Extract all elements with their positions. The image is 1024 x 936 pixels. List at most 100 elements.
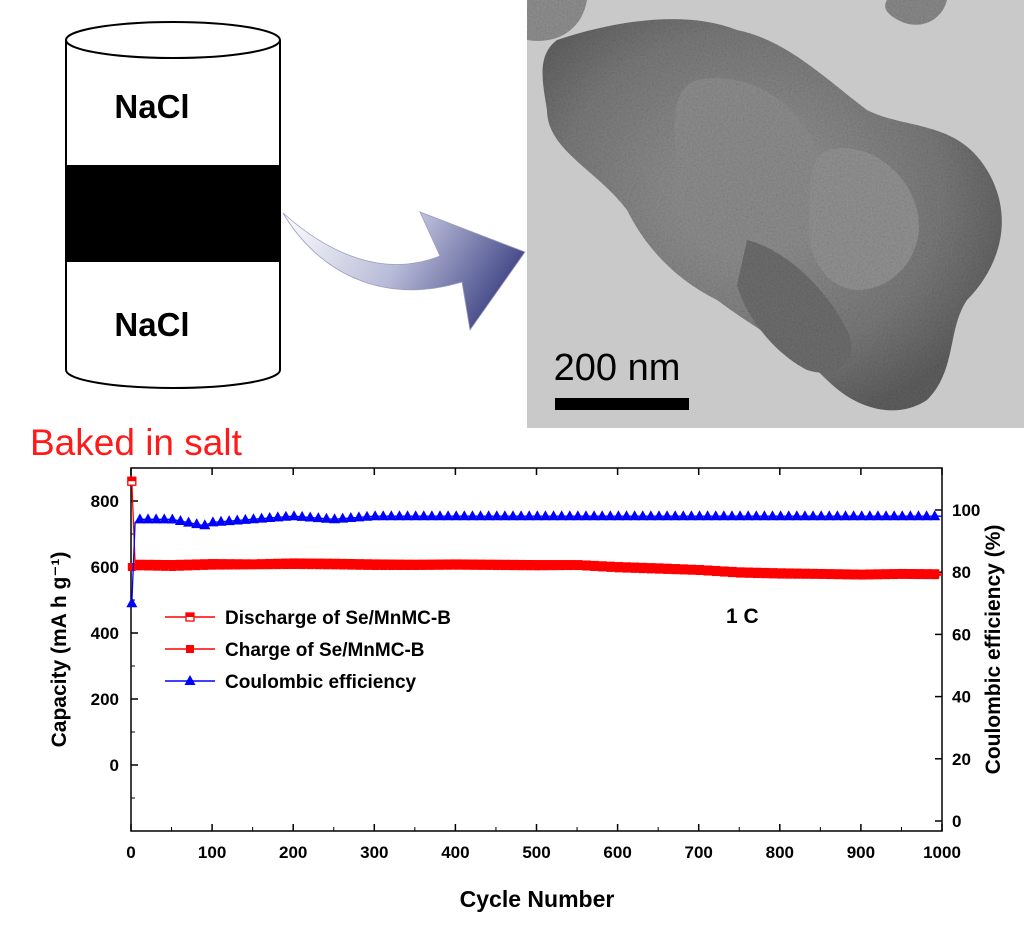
data-point: [833, 571, 842, 580]
data-point: [727, 569, 736, 578]
chart-legend: Discharge of Se/MnMC-B Charge of Se/MnMC-…: [165, 608, 451, 693]
data-point: [150, 513, 162, 524]
data-point: [361, 510, 373, 521]
data-point: [694, 510, 706, 521]
crucible-icon: [65, 21, 281, 389]
data-point: [864, 510, 876, 521]
data-point: [873, 571, 882, 580]
scale-bar-label: 200 nm: [554, 347, 681, 389]
data-point: [290, 561, 299, 570]
data-point: [775, 510, 787, 521]
y-left-tick-label: 0: [110, 756, 119, 775]
data-point: [499, 510, 511, 521]
y-left-tick-label: 600: [91, 558, 119, 577]
data-point: [726, 510, 738, 521]
data-point: [604, 510, 616, 521]
data-point: [402, 510, 414, 521]
data-point: [596, 510, 608, 521]
y-right-tick-label: 100: [952, 501, 980, 520]
data-point: [573, 562, 582, 571]
x-axis-label: Cycle Number: [460, 886, 615, 912]
data-point: [710, 510, 722, 521]
legend-marker: [184, 675, 196, 685]
data-point: [718, 510, 730, 521]
data-point: [531, 510, 543, 521]
data-point: [435, 561, 444, 570]
nacl-bottom-label: NaCl: [114, 306, 189, 343]
data-point: [304, 511, 316, 522]
data-point: [849, 571, 858, 580]
data-point: [483, 510, 495, 521]
data-point: [598, 563, 607, 572]
data-point: [695, 567, 704, 576]
data-point: [848, 510, 860, 521]
data-point: [556, 510, 568, 521]
data-point: [831, 510, 843, 521]
data-point: [525, 562, 534, 571]
data-point: [208, 561, 217, 570]
data-point: [410, 510, 422, 521]
data-point: [466, 510, 478, 521]
data-point: [750, 510, 762, 521]
y-right-tick-label: 60: [952, 625, 971, 644]
data-point: [322, 561, 331, 570]
data-point: [630, 564, 639, 573]
data-point: [890, 571, 899, 580]
data-point: [280, 510, 292, 521]
data-point: [160, 562, 169, 571]
x-tick-label: 300: [360, 843, 388, 862]
data-point: [654, 565, 663, 574]
data-point: [184, 562, 193, 571]
data-point: [233, 561, 242, 570]
legend-marker-half: [186, 613, 194, 617]
data-point: [800, 570, 809, 579]
data-point: [395, 562, 404, 571]
data-point: [484, 561, 493, 570]
rate-annotation: 1 C: [726, 605, 759, 628]
data-point: [523, 510, 535, 521]
data-point: [669, 510, 681, 521]
x-tick-label: 800: [766, 843, 794, 862]
data-point: [330, 561, 339, 570]
data-point: [784, 570, 793, 579]
x-tick-label: 900: [847, 843, 875, 862]
data-point: [823, 510, 835, 521]
data-point: [264, 512, 276, 523]
tem-image: 200 nm: [527, 0, 1024, 428]
x-tick-label: 100: [198, 843, 226, 862]
data-point: [296, 510, 308, 521]
data-point: [379, 562, 388, 571]
data-point: [517, 562, 526, 571]
data-point: [548, 510, 560, 521]
y-left-tick-label: 200: [91, 690, 119, 709]
data-point: [807, 510, 819, 521]
y-right-tick-label: 20: [952, 750, 971, 769]
legend-entry: Coulombic efficiency: [225, 672, 417, 693]
data-point: [403, 562, 412, 571]
data-point: [758, 510, 770, 521]
data-point: [247, 513, 259, 524]
scale-bar: [555, 398, 689, 410]
data-point: [207, 516, 219, 527]
data-point: [839, 510, 851, 521]
data-point: [825, 571, 834, 580]
data-point: [752, 570, 761, 579]
data-point: [679, 566, 688, 575]
data-point: [736, 569, 745, 578]
data-point: [281, 561, 290, 570]
nacl-top-label: NaCl: [114, 88, 189, 125]
data-point: [768, 570, 777, 579]
data-point: [557, 562, 566, 571]
y-right-tick-label: 80: [952, 563, 971, 582]
data-point: [385, 510, 397, 521]
data-point: [126, 597, 138, 608]
data-point: [363, 561, 372, 570]
data-point: [856, 510, 868, 521]
data-point: [799, 510, 811, 521]
data-point: [760, 570, 769, 579]
data-point: [411, 562, 420, 571]
data-point: [734, 510, 746, 521]
data-point: [353, 511, 365, 522]
data-point: [231, 514, 243, 525]
tem-micrograph: 200 nm: [527, 0, 1024, 428]
